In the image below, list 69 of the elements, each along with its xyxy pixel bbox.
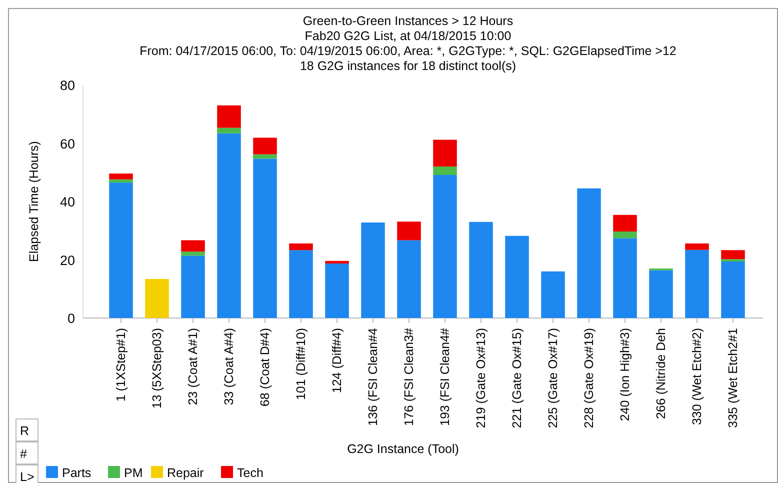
bar (109, 174, 133, 180)
legend-label: Parts (62, 466, 92, 480)
x-tick-label: 1 (1XStep#1) (114, 328, 128, 402)
bar (361, 222, 385, 318)
x-tick-label: 228 (Gate Ox#19) (582, 328, 596, 428)
x-tick-label: 68 (Coat D#4) (258, 328, 272, 407)
bar (289, 243, 313, 250)
x-tick-label: 221 (Gate Ox#15) (510, 328, 524, 428)
bar (469, 222, 493, 318)
bar (649, 270, 673, 318)
toolbar-button: # (16, 442, 38, 464)
y-tick-label: 0 (67, 311, 75, 326)
bar (181, 252, 205, 256)
bar (433, 140, 457, 167)
bar (253, 158, 277, 318)
x-tick-label: 101 (Diff#10) (294, 328, 308, 400)
bar (613, 238, 637, 318)
x-tick-label: 176 (FSI Clean3# (402, 328, 416, 426)
bar (613, 214, 637, 232)
chart-subtitle: Fab20 G2G List, at 04/18/2015 10:00 From: 04/17/2015 06:00, To: 04/19/2015 06:00, Area: *, G2GType: *, SQL: G2GElapsedTime >12 18 G2G instances for 18 distinct tool(s) (140, 29, 676, 73)
x-tick-label: 240 (Ion High#3) (618, 328, 632, 422)
x-tick-label: 219 (Gate Ox#13) (474, 328, 488, 428)
legend-label: PM (124, 466, 143, 480)
y-tick-label: 80 (60, 78, 75, 93)
x-tick-label: 330 (Wet Etch#2) (690, 328, 704, 426)
bar (181, 256, 205, 318)
bar (433, 174, 457, 318)
bar (217, 128, 241, 134)
x-tick-label: 33 (Coat A#4) (222, 328, 236, 406)
x-tick-label: 13 (5XStep03) (150, 328, 164, 409)
bar (721, 261, 745, 318)
bar (397, 240, 421, 318)
bar (253, 154, 277, 159)
bar (397, 222, 421, 240)
bar (505, 236, 529, 318)
bar (685, 243, 709, 250)
toolbar-button: R (16, 418, 38, 442)
y-tick-label: 20 (60, 252, 75, 268)
x-tick-label: 136 (FSI Clean#4 (366, 328, 380, 426)
x-tick-label: 124 (Diff#4) (330, 328, 344, 394)
bar (217, 105, 241, 128)
x-tick-label: 225 (Gate Ox#17) (546, 328, 560, 428)
y-axis-title: Elapsed Time (Hours) (27, 141, 41, 262)
x-tick-label: 266 (Nitride Deh (654, 328, 668, 420)
x-tick-label: 335 (Wet Etch2#1 (726, 328, 740, 428)
chart-title: Green-to-Green Instances > 12 Hours (302, 14, 514, 28)
bar (721, 250, 745, 260)
bar (325, 260, 349, 264)
bar (577, 188, 601, 318)
bar (109, 179, 133, 183)
bar (217, 133, 241, 318)
legend-label: Tech (237, 466, 264, 480)
bar (613, 232, 637, 238)
legend-label: Repair (167, 466, 204, 480)
bar (541, 271, 565, 318)
y-tick-label: 60 (60, 136, 75, 152)
toolbar-button: L> (16, 464, 38, 483)
x-tick-label: 23 (Coat A#1) (186, 328, 200, 406)
bar (325, 264, 349, 318)
bar (145, 278, 169, 318)
bar (433, 166, 457, 175)
bar (109, 182, 133, 318)
bar (685, 250, 709, 318)
x-tick-label: 193 (FSI Clean4# (438, 328, 452, 426)
x-axis-title: G2G Instance (Tool) (347, 442, 459, 456)
y-tick-label: 40 (60, 194, 75, 210)
bar (181, 240, 205, 252)
bar (253, 138, 277, 154)
bar (289, 250, 313, 318)
